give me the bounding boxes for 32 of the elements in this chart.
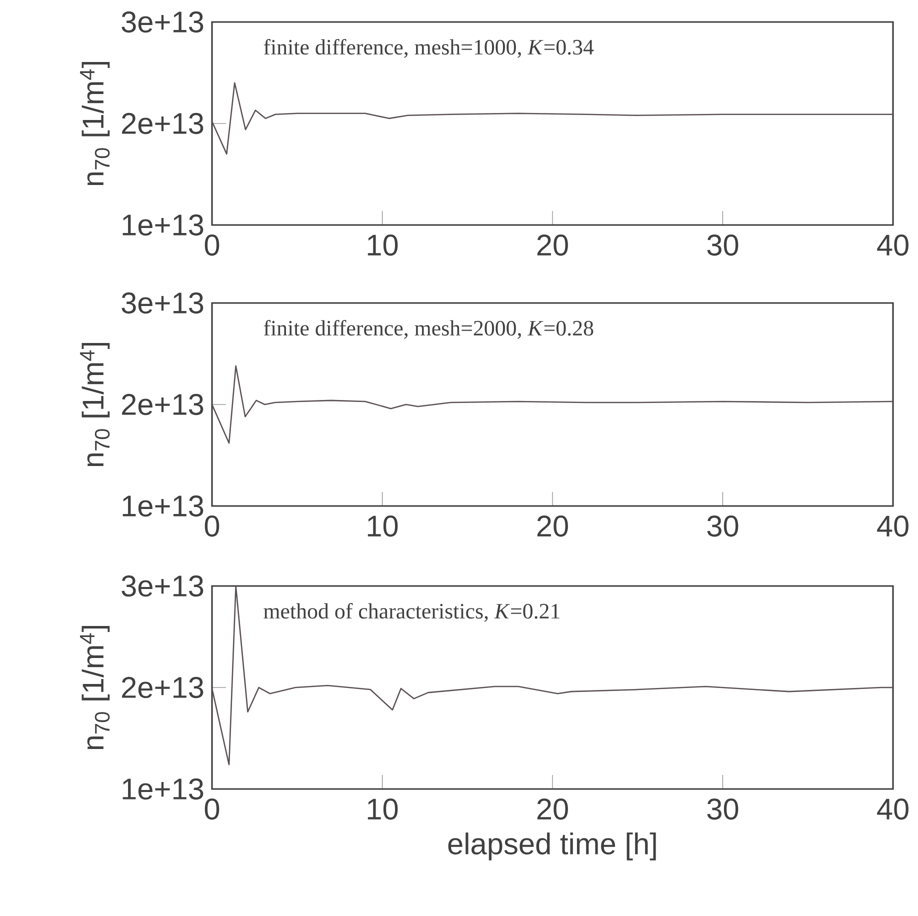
x-tick-label: 30 [707,516,738,537]
y-tick-label: 1e+13 [122,495,204,517]
y-tick-label: 2e+13 [122,676,204,698]
x-tick-label: 0 [204,798,220,820]
y-axis-title: n$_{70}$ [1/m$^{4}$] [80,62,110,186]
x-tick-label: 20 [537,516,568,537]
x-tick-label: 10 [368,234,398,256]
x-tick-label: 40 [877,516,908,537]
x-tick-label: 0 [204,234,220,256]
x-tick-label: 40 [877,234,908,256]
x-tick-label: 0 [204,516,220,537]
y-tick-label: 3e+13 [122,11,204,33]
y-tick-label: 1e+13 [122,214,204,236]
x-tick-label: 30 [707,798,738,820]
y-tick-label: 2e+13 [122,394,204,416]
x-tick-label: 20 [537,234,568,256]
annotation: finite difference, mesh=1000, K=0.34 [264,38,594,58]
x-axis-title: elapsed time [h] [448,832,656,860]
x-tick-label: 20 [537,798,568,820]
y-axis-title: n$_{70}$ [1/m$^{4}$] [80,626,110,750]
annotation: method of characteristics, K=0.21 [264,602,560,622]
x-tick-label: 10 [368,516,398,537]
x-tick-label: 40 [877,798,908,820]
annotation: finite difference, mesh=2000, K=0.28 [264,320,594,339]
y-tick-label: 3e+13 [122,292,204,314]
x-tick-label: 30 [707,234,738,256]
y-tick-label: 3e+13 [122,575,204,597]
y-tick-label: 1e+13 [122,778,204,800]
x-tick-label: 10 [368,798,398,820]
y-axis-title: n$_{70}$ [1/m$^{4}$] [80,343,110,466]
y-tick-label: 2e+13 [122,112,204,134]
line-series [212,586,894,766]
